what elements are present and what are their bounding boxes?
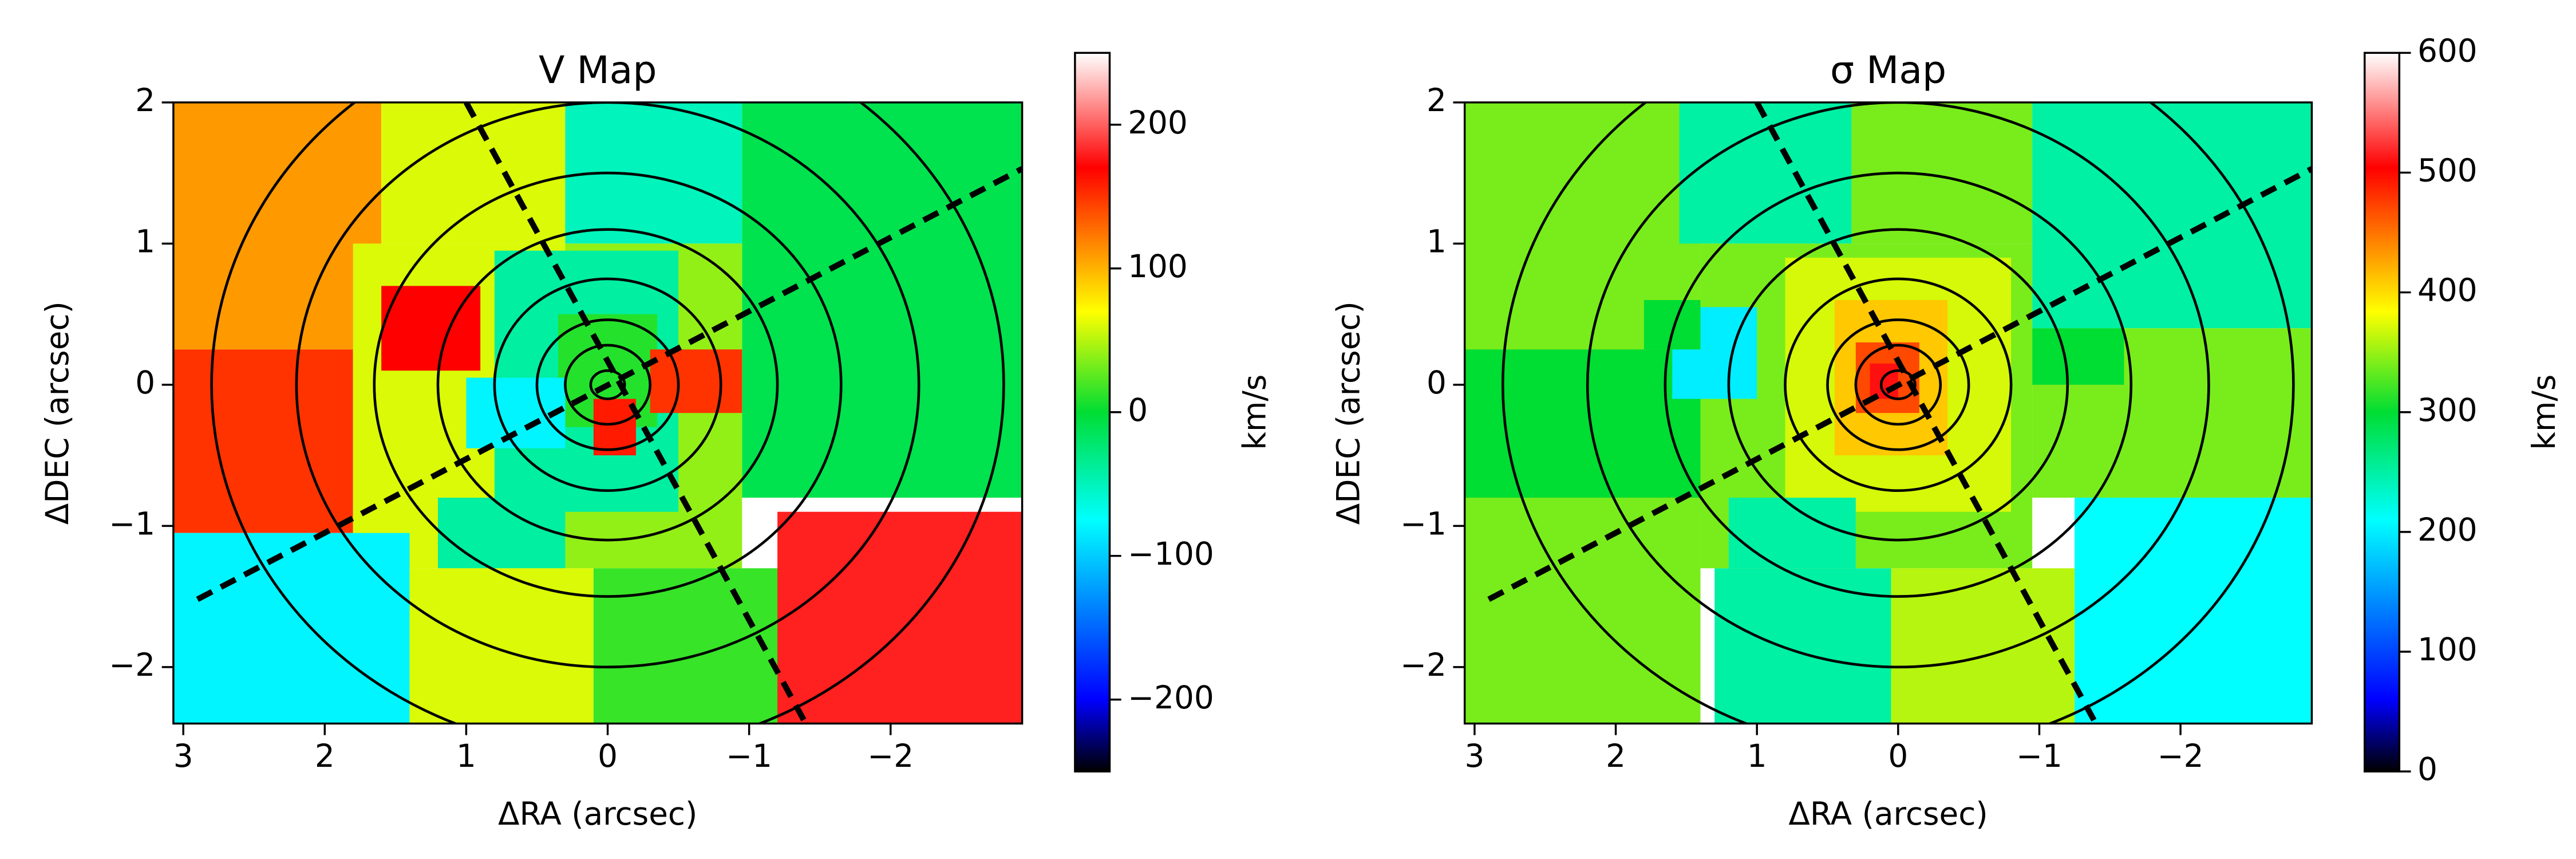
- colorbar-tick-label: 500: [2417, 152, 2478, 189]
- chart-title: σ Map: [1830, 48, 1946, 92]
- bin: [173, 349, 353, 533]
- bin: [1679, 102, 1852, 244]
- y-tick-label: 2: [1427, 82, 1447, 119]
- y-tick-label: −2: [1400, 647, 1447, 683]
- y-tick-label: 2: [135, 82, 155, 119]
- plot-area: [173, 102, 1022, 724]
- colorbar: [2364, 52, 2401, 773]
- x-tick-label: 3: [1464, 738, 1484, 774]
- bin: [742, 102, 1022, 498]
- colorbar-tick-label: 0: [1128, 392, 1148, 428]
- axes-frame: [1463, 101, 2313, 725]
- axis-line: [196, 166, 1022, 602]
- bin: [409, 568, 594, 724]
- x-tick-label: 3: [173, 738, 193, 774]
- contour: [295, 102, 920, 669]
- colorbar-tick-label: −200: [1128, 679, 1214, 716]
- axis-line: [1487, 166, 2312, 602]
- colorbar: [1074, 52, 1111, 773]
- colorbar-tick-label: 400: [2417, 272, 2478, 309]
- x-tick-label: 1: [1747, 738, 1767, 774]
- axes-frame: [172, 101, 1024, 725]
- colorbar-label: km/s: [2526, 375, 2562, 450]
- x-tick-label: −1: [2016, 738, 2063, 774]
- contour: [1502, 102, 2295, 724]
- x-tick-label: −2: [2158, 738, 2204, 774]
- bin: [650, 349, 742, 413]
- colorbar-tick-label: 300: [2417, 392, 2478, 428]
- y-tick-label: −1: [109, 505, 155, 542]
- x-tick-label: 2: [1606, 738, 1626, 774]
- y-tick-label: −1: [1400, 505, 1447, 542]
- bin: [1714, 568, 1891, 724]
- colorbar-tick-label: 600: [2417, 32, 2478, 69]
- contour: [1664, 171, 2133, 598]
- colorbar-tick-label: 0: [2417, 751, 2437, 787]
- y-tick-label: 0: [135, 364, 155, 401]
- x-tick-label: 0: [1888, 738, 1908, 774]
- colorbar-tick-label: 100: [1128, 248, 1188, 285]
- contour: [373, 171, 843, 598]
- x-tick-label: 0: [598, 738, 618, 774]
- x-tick-label: −1: [726, 738, 772, 774]
- contour: [210, 102, 1005, 724]
- bin: [173, 533, 410, 724]
- chart-title: V Map: [539, 48, 657, 92]
- x-axis-label: ΔRA (arcsec): [498, 795, 697, 832]
- contour: [1727, 228, 2069, 542]
- bin: [593, 568, 785, 724]
- colorbar-tick-label: 100: [2417, 631, 2478, 668]
- bin: [437, 498, 566, 569]
- colorbar-label: km/s: [1236, 375, 1273, 450]
- y-axis-label: ΔDEC (arcsec): [39, 301, 76, 525]
- contour: [589, 369, 626, 400]
- axis-line: [463, 102, 808, 724]
- y-tick-label: −2: [109, 647, 155, 683]
- x-tick-label: −2: [867, 738, 914, 774]
- contour: [436, 228, 779, 542]
- colorbar-tick-label: 200: [2417, 511, 2478, 548]
- bin: [381, 102, 566, 244]
- plot-area: [1464, 102, 2312, 724]
- colorbar-tick-label: 200: [1128, 104, 1188, 141]
- bin: [2032, 328, 2124, 385]
- bin: [173, 102, 382, 350]
- y-axis-label: ΔDEC (arcsec): [1330, 301, 1367, 525]
- contour: [1784, 277, 2013, 492]
- bin: [777, 511, 1022, 724]
- colorbar-tick-label: −100: [1128, 535, 1214, 572]
- contour: [1826, 318, 1970, 451]
- y-tick-label: 1: [135, 223, 155, 259]
- contour: [1879, 369, 1917, 400]
- contour: [493, 277, 722, 492]
- bin: [2075, 498, 2312, 724]
- contour: [564, 344, 651, 426]
- x-axis-label: ΔRA (arcsec): [1788, 795, 1988, 832]
- bin: [1643, 300, 1701, 350]
- bin: [2032, 102, 2312, 329]
- contour: [535, 318, 680, 451]
- contour: [1854, 344, 1942, 426]
- bin: [1891, 568, 2075, 724]
- contour: [1586, 102, 2210, 669]
- y-tick-label: 1: [1427, 223, 1447, 259]
- x-tick-label: 1: [456, 738, 476, 774]
- bin: [1728, 498, 1856, 569]
- y-tick-label: 0: [1427, 364, 1447, 401]
- x-tick-label: 2: [315, 738, 335, 774]
- axis-line: [1754, 102, 2099, 724]
